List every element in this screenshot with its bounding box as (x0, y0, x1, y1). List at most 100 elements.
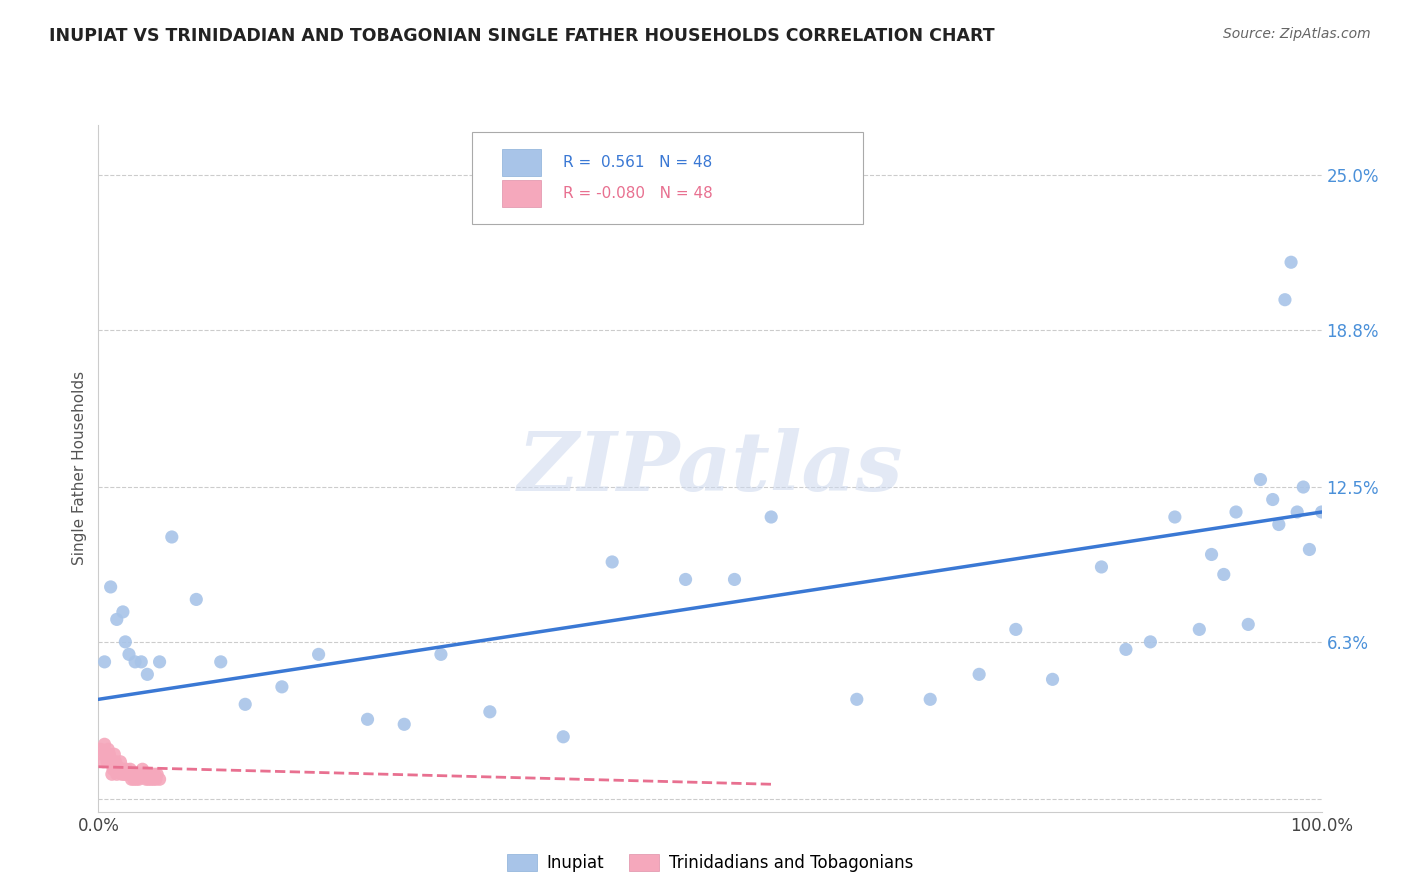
Point (1188, 623, 1211, 637)
Point (129, 767, 152, 781)
Point (1237, 617, 1260, 632)
Point (111, 605, 134, 619)
Point (105, 612, 128, 626)
Point (600, 555, 623, 569)
Point (136, 667, 159, 681)
Point (1164, 510, 1187, 524)
Point (142, 772, 165, 787)
Point (118, 648, 141, 662)
Point (761, 510, 783, 524)
Point (135, 772, 157, 787)
Point (129, 655, 152, 669)
Point (149, 655, 172, 669)
Point (103, 747, 125, 762)
Point (129, 767, 152, 781)
Y-axis label: Single Father Households: Single Father Households (72, 371, 87, 566)
Point (93, 737, 115, 751)
Point (149, 772, 172, 787)
Point (104, 755, 127, 769)
Point (115, 762, 138, 776)
Point (138, 772, 160, 787)
Point (139, 772, 162, 787)
Point (91, 755, 114, 769)
Point (100, 580, 122, 594)
Point (675, 573, 697, 587)
Point (1268, 517, 1291, 532)
Point (143, 767, 166, 781)
Point (124, 767, 146, 781)
Point (1249, 473, 1271, 487)
Point (1274, 293, 1296, 307)
Point (127, 767, 149, 781)
Text: INUPIAT VS TRINIDADIAN AND TOBAGONIAN SINGLE FATHER HOUSEHOLDS CORRELATION CHART: INUPIAT VS TRINIDADIAN AND TOBAGONIAN SI… (49, 27, 995, 45)
Point (94, 747, 117, 762)
Point (132, 767, 155, 781)
Point (114, 767, 136, 781)
Point (101, 762, 124, 776)
Point (98, 747, 121, 762)
Point (145, 772, 167, 787)
Point (308, 648, 330, 662)
Point (101, 767, 124, 781)
Text: R = -0.080   N = 48: R = -0.080 N = 48 (564, 186, 713, 201)
Point (110, 755, 132, 769)
Point (1004, 623, 1026, 637)
FancyBboxPatch shape (471, 132, 863, 225)
Point (91, 747, 114, 762)
Point (97, 742, 120, 756)
Point (1310, 505, 1333, 519)
Point (120, 762, 142, 776)
Point (1115, 642, 1137, 657)
Point (967, 667, 990, 681)
Point (723, 573, 745, 587)
Point (125, 772, 148, 787)
Bar (502, 149, 541, 177)
Point (141, 767, 163, 781)
Point (160, 530, 183, 544)
Point (920, 692, 942, 706)
Point (118, 767, 141, 781)
Point (111, 767, 134, 781)
Point (478, 705, 501, 719)
Point (120, 772, 142, 787)
Bar (502, 180, 541, 207)
Point (1279, 255, 1302, 269)
Point (90, 742, 112, 756)
Point (1261, 492, 1284, 507)
Point (1225, 505, 1247, 519)
Legend: Inupiat, Trinidadians and Tobagonians: Inupiat, Trinidadians and Tobagonians (501, 847, 920, 879)
Point (233, 698, 256, 712)
Point (209, 655, 232, 669)
Point (131, 762, 153, 776)
Point (96, 755, 118, 769)
Point (107, 760, 129, 774)
Point (1286, 505, 1309, 519)
Point (430, 648, 453, 662)
Point (122, 772, 145, 787)
Point (1090, 560, 1112, 574)
Point (1292, 480, 1315, 494)
Point (105, 767, 128, 781)
Point (553, 730, 575, 744)
Text: R =  0.561   N = 48: R = 0.561 N = 48 (564, 155, 713, 170)
Point (111, 762, 134, 776)
Point (1201, 548, 1223, 562)
Point (117, 767, 139, 781)
Point (108, 762, 131, 776)
Point (392, 717, 416, 731)
Point (186, 592, 208, 607)
Point (1139, 635, 1161, 649)
Point (139, 767, 162, 781)
Point (146, 767, 169, 781)
Text: ZIPatlas: ZIPatlas (517, 428, 903, 508)
Point (356, 712, 378, 726)
Point (128, 772, 150, 787)
Point (121, 767, 143, 781)
Point (845, 692, 868, 706)
Point (134, 767, 156, 781)
Point (112, 767, 135, 781)
Point (93, 655, 115, 669)
Point (1042, 673, 1064, 687)
Point (100, 755, 122, 769)
Point (270, 680, 294, 694)
